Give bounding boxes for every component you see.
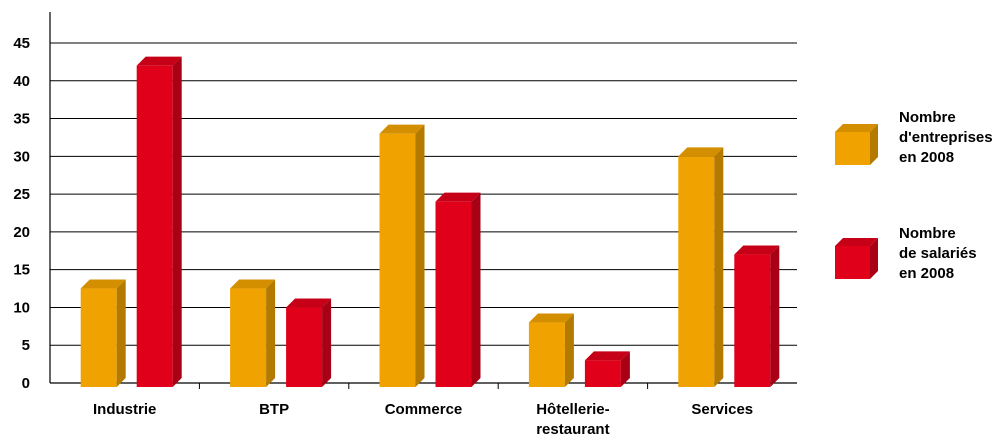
bar-front [678, 156, 715, 387]
bar-top [80, 279, 126, 289]
legend: Nombre d'entreprises en 2008 Nombre de salar… [835, 109, 993, 282]
bar-front [435, 201, 472, 387]
bar-top [678, 147, 724, 157]
bar [136, 56, 182, 388]
x-category-label: Services [691, 401, 753, 418]
bar-top [136, 56, 182, 66]
y-axis-tick-labels: 0 5 10 15 20 25 30 35 40 45 [13, 35, 30, 392]
bar-side [564, 313, 574, 387]
bar-side [266, 279, 276, 387]
bar-side [415, 124, 425, 388]
legend-swatch [835, 246, 870, 279]
y-tick-label: 15 [13, 262, 30, 279]
bar-front [734, 254, 771, 387]
x-category-label: Commerce [385, 401, 463, 418]
legend-swatch [835, 132, 870, 165]
bar [435, 192, 481, 387]
legend-swatch-top [835, 238, 878, 246]
x-category-label: Hôtellerie-restaurant [536, 401, 609, 438]
bar-front [584, 360, 621, 387]
y-tick-label: 30 [13, 148, 30, 165]
bar-side [714, 147, 724, 387]
x-category-label: Industrie [93, 401, 156, 418]
y-tick-label: 35 [13, 111, 30, 128]
x-axis-category-labels: Industrie BTP Commerce Hôtellerie-restauran… [93, 401, 753, 438]
bar-side [116, 279, 126, 387]
bar-front [379, 133, 416, 387]
bar-side [322, 298, 332, 387]
legend-label: Nombre d'entreprises en 2008 [899, 109, 993, 166]
bar-side [620, 351, 630, 387]
bar [80, 279, 126, 387]
bar [528, 313, 574, 387]
y-tick-label: 10 [13, 299, 30, 316]
bar-top [379, 124, 425, 134]
bar-top [584, 351, 630, 361]
bars [80, 56, 780, 388]
legend-swatch-side [870, 238, 878, 279]
legend-swatch-side [870, 124, 878, 165]
y-tick-label: 20 [13, 224, 30, 241]
bar [230, 279, 276, 387]
bar [734, 245, 780, 387]
y-tick-label: 0 [22, 375, 30, 392]
bar [379, 124, 425, 388]
bar-top [286, 298, 332, 308]
legend-label: Nombre de salariés en 2008 [899, 225, 977, 282]
bar-side [770, 245, 780, 387]
bar-top [528, 313, 574, 323]
bar-top [734, 245, 780, 255]
legend-entry: Nombre d'entreprises en 2008 [835, 109, 993, 166]
bar-front [230, 288, 267, 387]
bar [678, 147, 724, 387]
bar-top [435, 192, 481, 202]
bar-front [136, 65, 173, 388]
y-tick-label: 5 [22, 337, 30, 354]
y-tick-label: 25 [13, 186, 30, 203]
bar-front [286, 307, 323, 387]
legend-entry: Nombre de salariés en 2008 [835, 225, 977, 282]
y-tick-label: 45 [13, 35, 30, 52]
legend-swatch-top [835, 124, 878, 132]
bar-side [172, 56, 182, 388]
bar [286, 298, 332, 387]
bar-side [471, 192, 481, 387]
bar [584, 351, 630, 387]
y-tick-label: 40 [13, 73, 30, 90]
bar-front [528, 322, 565, 387]
x-category-label: BTP [259, 401, 289, 418]
bar-top [230, 279, 276, 289]
bar-front [80, 288, 117, 387]
